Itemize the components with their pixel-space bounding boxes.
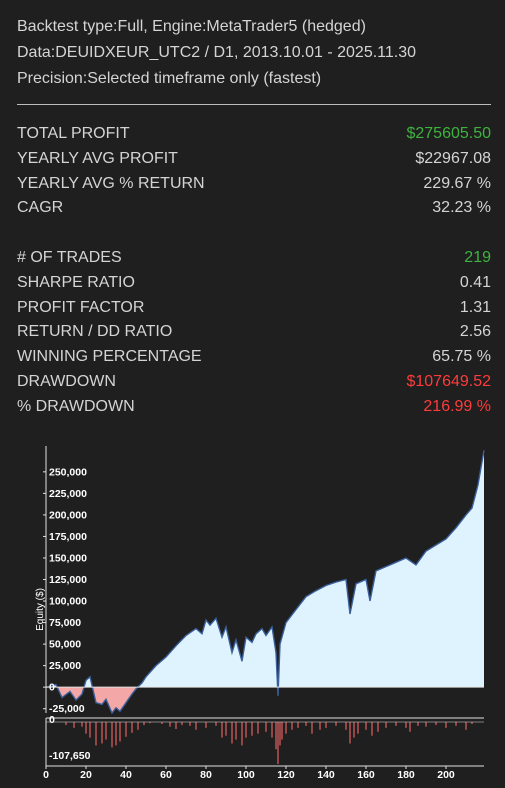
x-tick-label: 200 — [437, 769, 455, 781]
x-tick-label: 100 — [237, 769, 255, 781]
stat-value: 229.67 % — [423, 174, 491, 192]
stat-row: CAGR 32.23 % — [17, 196, 491, 221]
precision: Precision:Selected timeframe only (faste… — [17, 70, 322, 87]
y-tick-label: 75,000 — [49, 617, 81, 629]
x-tick-label: 140 — [317, 769, 335, 781]
stat-value: 0.41 — [459, 273, 491, 291]
stat-value: 32.23 % — [432, 199, 491, 217]
backtest-type: Backtest type:Full, Engine:MetaTrader5 (… — [17, 18, 366, 35]
y-tick-label: -25,000 — [49, 703, 85, 715]
stat-value: 1.31 — [459, 298, 491, 316]
x-tick-label: 40 — [120, 769, 132, 781]
stat-row: SHARPE RATIO 0.41 — [17, 271, 491, 296]
y-tick-label: 125,000 — [49, 574, 87, 586]
stat-label: CAGR — [17, 199, 64, 217]
y-tick-label: 50,000 — [49, 639, 81, 651]
y-tick-label: 25,000 — [49, 660, 81, 672]
equity-positive-area — [46, 450, 484, 688]
backtest-info: Backtest type:Full, Engine:MetaTrader5 (… — [17, 14, 491, 92]
stat-label: RETURN / DD RATIO — [17, 323, 173, 341]
y-tick-label: 250,000 — [49, 466, 87, 478]
equity-area-positive — [46, 450, 484, 688]
stats-group-profit: TOTAL PROFIT $275605.50 YEARLY AVG PROFIT $… — [17, 122, 491, 221]
stat-label: YEARLY AVG % RETURN — [17, 174, 205, 192]
stats-group-trades: # OF TRADES 219 SHARPE RATIO 0.41 PROFIT FAC… — [17, 246, 491, 420]
tick-labels: -25,000025,00050,00075,000100,000125,000… — [35, 466, 455, 781]
x-tick-label: 20 — [80, 769, 92, 781]
stat-label: % DRAWDOWN — [17, 397, 135, 415]
stat-row: RETURN / DD RATIO 2.56 — [17, 320, 491, 345]
y-tick-label: 0 — [49, 682, 55, 694]
x-tick-label: 80 — [200, 769, 212, 781]
stat-label: SHARPE RATIO — [17, 273, 135, 291]
stat-label: TOTAL PROFIT — [17, 125, 130, 142]
stat-value: $22967.08 — [415, 149, 491, 167]
equity-chart: -25,000025,00050,00075,000100,000125,000… — [35, 446, 485, 781]
stat-label: # OF TRADES — [17, 249, 122, 266]
stat-row: YEARLY AVG PROFIT $22967.08 — [17, 147, 491, 172]
stat-row: # OF TRADES 219 — [17, 246, 491, 271]
stat-row: WINNING PERCENTAGE 65.75 % — [17, 345, 491, 370]
stat-value: 2.56 — [459, 323, 491, 341]
equity-series-line — [45, 450, 485, 715]
equity-negative-area — [46, 687, 279, 713]
drawdown-bars — [65, 722, 473, 764]
drawdown-tick-label: -107,650 — [49, 750, 91, 762]
stat-row: TOTAL PROFIT $275605.50 — [17, 122, 491, 147]
stat-label: PROFIT FACTOR — [17, 298, 145, 316]
x-tick-label: 160 — [357, 769, 375, 781]
x-tick-label: 180 — [397, 769, 415, 781]
y-tick-label: 150,000 — [49, 552, 87, 564]
y-tick-label: 225,000 — [49, 488, 87, 500]
x-tick-label: 60 — [160, 769, 172, 781]
stat-row: PROFIT FACTOR 1.31 — [17, 296, 491, 321]
stat-value: 65.75 % — [432, 348, 491, 366]
equity-area-negative — [46, 687, 279, 713]
x-tick-label: 120 — [277, 769, 295, 781]
stat-value: $107649.52 — [406, 372, 491, 390]
y-tick-label: 175,000 — [49, 531, 87, 543]
stat-label: DRAWDOWN — [17, 372, 116, 390]
chart-axes — [45, 446, 484, 767]
stat-value: 216.99 % — [423, 397, 491, 415]
y-axis-title: Equity ($) — [35, 588, 46, 631]
stat-row: YEARLY AVG % RETURN 229.67 % — [17, 172, 491, 197]
stat-label: WINNING PERCENTAGE — [17, 348, 202, 366]
stat-row: DRAWDOWN $107649.52 — [17, 370, 491, 395]
equity-line — [45, 450, 485, 715]
y-tick-label: 100,000 — [49, 596, 87, 608]
stat-value: 219 — [464, 249, 491, 266]
y-tick-label: 200,000 — [49, 509, 87, 521]
header-divider — [17, 104, 491, 105]
stat-row: % DRAWDOWN 216.99 % — [17, 395, 491, 420]
stat-value: $275605.50 — [406, 125, 491, 142]
drawdown-tick-label: 0 — [49, 714, 55, 726]
data-range: Data:DEUIDXEUR_UTC2 / D1, 2013.10.01 - 2… — [17, 44, 417, 61]
stat-label: YEARLY AVG PROFIT — [17, 149, 178, 167]
x-tick-label: 0 — [43, 769, 49, 781]
